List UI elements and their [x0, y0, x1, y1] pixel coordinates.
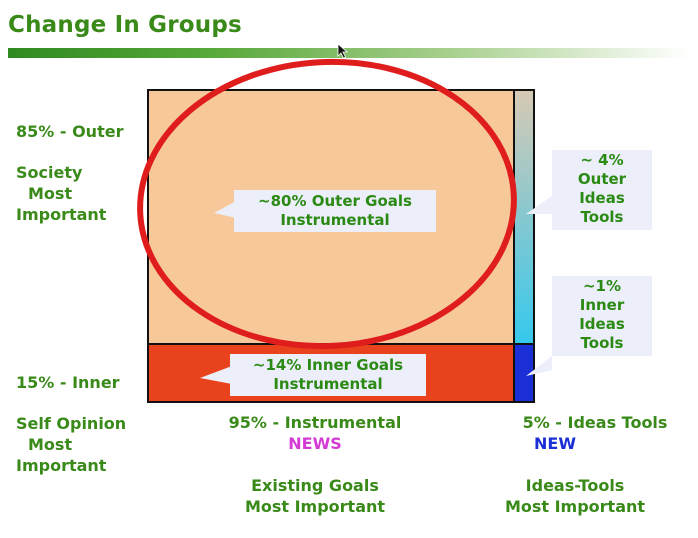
- outer-ideas-callout: ~ 4% Outer Ideas Tools: [552, 150, 652, 230]
- new-tag: NEW: [534, 434, 576, 453]
- ideas-description: Ideas-Tools Most Important: [480, 475, 670, 517]
- callout-line: ~1%: [582, 277, 622, 295]
- ideas-percent-label: 5% - Ideas Tools: [522, 413, 668, 432]
- outer-description: Society Most Important: [16, 162, 106, 225]
- desc-line: Most Important: [504, 497, 646, 516]
- callout-line: ~80% Outer Goals: [258, 192, 412, 210]
- inner-percent-label: 15% - Inner: [16, 373, 120, 392]
- desc-line: Most: [28, 184, 73, 203]
- news-tag: NEWS: [288, 434, 342, 453]
- desc-line: Self Opinion: [16, 414, 127, 433]
- instrumental-description: Existing Goals Most Important: [205, 475, 425, 517]
- callout-line: Inner: [579, 296, 625, 314]
- desc-line: Most: [28, 435, 73, 454]
- callout-line: Tools: [580, 208, 624, 226]
- callout-line: Tools: [580, 334, 624, 352]
- callout-line: Instrumental: [280, 211, 390, 229]
- inner-ideas-pointer: [526, 356, 552, 376]
- instrumental-percent-label: 95% - Instrumental: [228, 413, 402, 432]
- desc-line: Important: [16, 205, 107, 224]
- desc-line: Existing Goals: [251, 476, 379, 495]
- highlight-ellipse: [137, 58, 517, 350]
- callout-line: Ideas: [579, 189, 625, 207]
- callout-line: ~ 4%: [580, 151, 624, 169]
- inner-ideas-callout: ~1% Inner Ideas Tools: [552, 276, 652, 356]
- title-underline-bar: [8, 48, 690, 58]
- outer-percent-label: 85% - Outer: [16, 122, 124, 141]
- outer-goals-pointer: [214, 201, 236, 218]
- inner-goals-callout: ~14% Inner Goals Instrumental: [230, 354, 426, 396]
- inner-goals-pointer: [200, 366, 232, 384]
- desc-line: Most Important: [244, 497, 386, 516]
- desc-line: Society: [16, 163, 83, 182]
- callout-line: Instrumental: [273, 375, 383, 393]
- desc-line: Ideas-Tools: [525, 476, 625, 495]
- mouse-cursor-icon: [337, 43, 349, 59]
- outer-ideas-pointer: [526, 196, 552, 214]
- callout-line: Ideas: [579, 315, 625, 333]
- callout-line: Outer: [577, 170, 627, 188]
- callout-line: ~14% Inner Goals: [252, 356, 404, 374]
- inner-description: Self Opinion Most Important: [16, 413, 126, 476]
- outer-ideas-region: [513, 89, 535, 345]
- desc-line: Important: [16, 456, 107, 475]
- page-title: Change In Groups: [8, 12, 242, 38]
- outer-goals-callout: ~80% Outer Goals Instrumental: [234, 190, 436, 232]
